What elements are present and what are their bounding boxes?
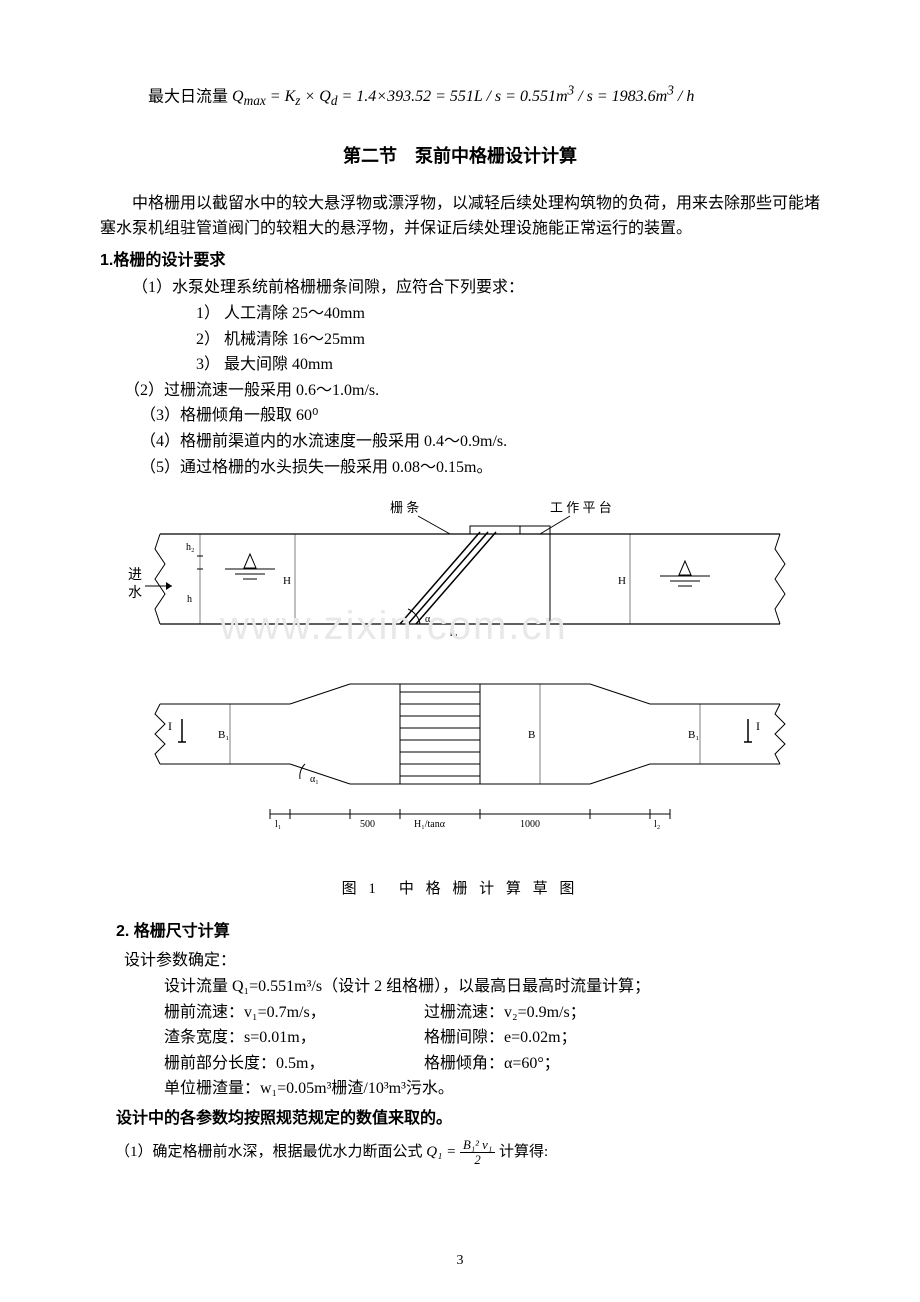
calc-l4b: 格栅倾角：α=60°； [424, 1051, 560, 1077]
dim-500: 500 [360, 819, 375, 830]
dim-l2: l₂ [654, 819, 660, 830]
formula-prefix: 最大日流量 [148, 88, 232, 105]
req-2: （2）过栅流速一般采用 0.6～1.0m/s. [100, 378, 820, 404]
label-h1: h₁ [450, 628, 459, 639]
calc1-frac: B₁² v₁2 [460, 1138, 495, 1167]
diagram-svg: 栅 条 工 作 平 台 进 水 [100, 494, 820, 854]
diagram: www.zixin.com.cn 栅 条 工 作 平 台 进 水 [100, 494, 820, 863]
page-number: 3 [0, 1250, 920, 1272]
req-4: （4）格栅前渠道内的水流速度一般采用 0.4～0.9m/s. [100, 429, 820, 455]
dim-Htan: H₁/tanα [414, 819, 446, 830]
req-1c: 3） 最大间隙 40mm [100, 352, 820, 378]
label-H2: H [618, 575, 626, 587]
calc-l2: 栅前流速：v₁=0.7m/s， 过栅流速：v₂=0.9m/s； [100, 1000, 820, 1026]
intro-paragraph: 中格栅用以截留水中的较大悬浮物或漂浮物，以减轻后续处理构筑物的负荷，用来去除那些… [100, 191, 820, 242]
calc1-num: B₁² v₁ [460, 1138, 495, 1153]
req-5: （5）通过格栅的水头损失一般采用 0.08～0.15m。 [100, 455, 820, 481]
calc1-den: 2 [460, 1153, 495, 1167]
top-formula: 最大日流量 Qmax = Kz × Qd = 1.4×393.52 = 551L… [100, 80, 820, 112]
label-inlet1: 进 [128, 567, 142, 583]
page: 最大日流量 Qmax = Kz × Qd = 1.4×393.52 = 551L… [0, 0, 920, 1302]
calc-l4a: 栅前部分长度：0.5m， [164, 1051, 424, 1077]
label-a1: α₁ [310, 774, 319, 785]
label-bars: 栅 条 [390, 500, 419, 515]
calc-l4: 栅前部分长度：0.5m， 格栅倾角：α=60°； [100, 1051, 820, 1077]
label-I-right: I [756, 719, 760, 733]
label-alpha: α [425, 614, 431, 625]
label-B1-left: B₁ [218, 729, 229, 741]
label-h2: h₂ [186, 542, 195, 553]
calc-intro: 设计参数确定： [100, 948, 820, 974]
calc-l2b: 过栅流速：v₂=0.9m/s； [424, 1000, 586, 1026]
caption-prefix: 图 1 [342, 881, 399, 897]
dim-1000: 1000 [520, 819, 540, 830]
heading-requirements: 1.格栅的设计要求 [100, 248, 820, 274]
caption-text: 中 格 栅 计 算 草 图 [399, 881, 579, 897]
bold-note: 设计中的各参数均按照规范规定的数值来取的。 [100, 1106, 820, 1132]
label-B: B [528, 729, 535, 741]
section-title: 第二节 泵前中格栅设计计算 [100, 142, 820, 171]
calc1-pre: （1）确定格栅前水深，根据最优水力断面公式 [115, 1143, 423, 1159]
label-platform: 工 作 平 台 [550, 500, 612, 515]
calc-l1: 设计流量 Q₁=0.551m³/s（设计 2 组格栅），以最高日最高时流量计算； [100, 974, 820, 1000]
calc-l3: 渣条宽度：s=0.01m， 格栅间隙：e=0.02m； [100, 1025, 820, 1051]
calc-item-1: （1）确定格栅前水深，根据最优水力断面公式 Q₁ = B₁² v₁2 计算得: [100, 1138, 820, 1167]
label-inlet2: 水 [128, 585, 142, 601]
req-1b: 2） 机械清除 16～25mm [100, 327, 820, 353]
formula-expr: Qmax = Kz × Qd = 1.4×393.52 = 551L / s =… [232, 88, 694, 105]
calc-l2a: 栅前流速：v₁=0.7m/s， [164, 1000, 424, 1026]
calc-l3b: 格栅间隙：e=0.02m； [424, 1025, 577, 1051]
dim-l1: l₁ [275, 819, 281, 830]
calc1-post: 计算得: [499, 1143, 548, 1159]
req-3: （3）格栅倾角一般取 60⁰ [100, 403, 820, 429]
label-h: h [187, 594, 192, 605]
calc-l3a: 渣条宽度：s=0.01m， [164, 1025, 424, 1051]
label-I-left: I [168, 719, 172, 733]
diagram-caption: 图 1 中 格 栅 计 算 草 图 [100, 877, 820, 901]
calc-l5: 单位栅渣量：w₁=0.05m³栅渣/10³m³污水。 [100, 1076, 820, 1102]
heading-dim-calc: 2. 格栅尺寸计算 [100, 919, 820, 945]
req-1: （1）水泵处理系统前格栅栅条间隙，应符合下列要求： [100, 275, 820, 301]
label-B1-right: B₁ [688, 729, 699, 741]
req-1a: 1） 人工清除 25～40mm [100, 301, 820, 327]
calc1-q: Q₁ = [426, 1143, 460, 1159]
label-H: H [283, 575, 291, 587]
